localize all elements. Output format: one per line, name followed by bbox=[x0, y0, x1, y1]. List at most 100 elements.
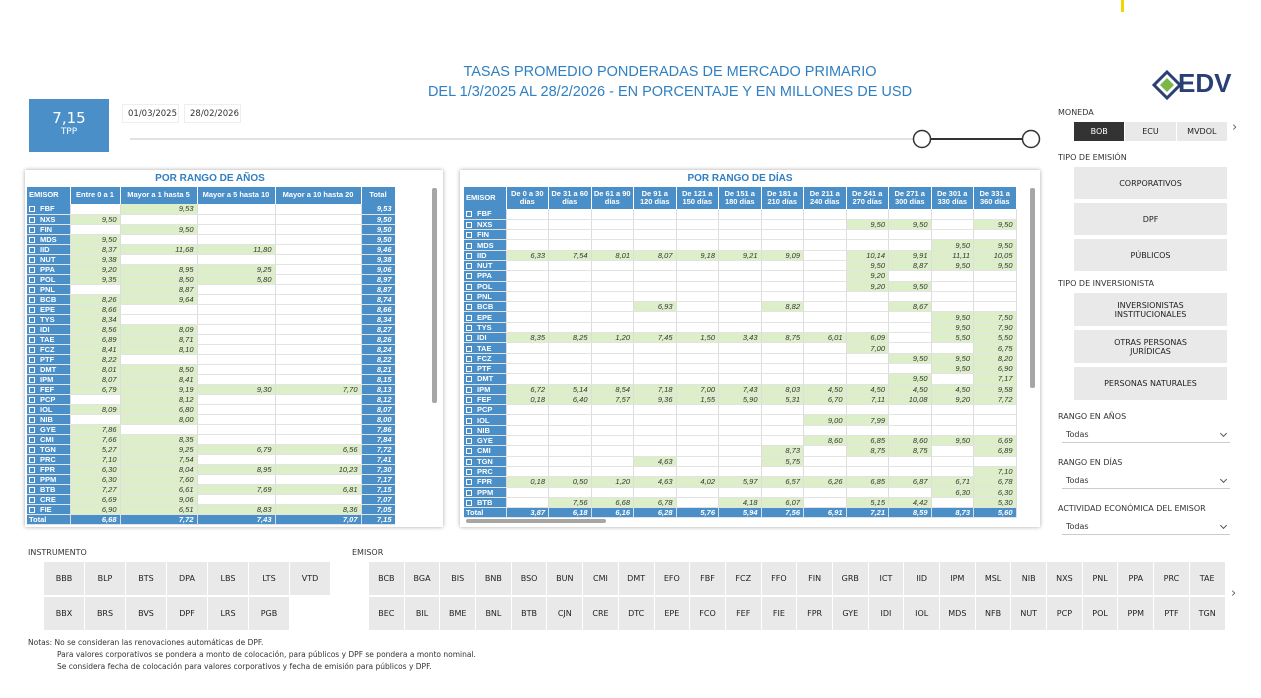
expand-icon[interactable] bbox=[29, 466, 35, 473]
emisor-cell[interactable]: NXS bbox=[27, 214, 71, 225]
emisor-cell[interactable]: PPM bbox=[464, 487, 507, 498]
slicer-button[interactable]: DTC bbox=[618, 597, 654, 630]
expand-icon[interactable] bbox=[29, 306, 35, 313]
slicer-button[interactable]: PCP bbox=[1047, 597, 1082, 630]
emisor-cell[interactable]: POL bbox=[464, 281, 507, 292]
slicer-button[interactable]: BCB bbox=[369, 562, 404, 595]
emisor-cell[interactable]: BTB bbox=[464, 497, 507, 509]
emisor-cell[interactable]: NUT bbox=[464, 260, 507, 272]
slicer-button[interactable]: BSO bbox=[511, 562, 547, 595]
expand-icon[interactable] bbox=[466, 252, 472, 259]
slicer-button[interactable]: CRE bbox=[583, 597, 618, 630]
expand-icon[interactable] bbox=[29, 456, 35, 463]
scrollbar[interactable] bbox=[466, 519, 606, 523]
expand-icon[interactable] bbox=[466, 355, 472, 362]
slicer-button[interactable]: FCO bbox=[690, 597, 725, 630]
slicer-button[interactable]: VTD bbox=[290, 562, 330, 595]
slicer-button[interactable]: TAE bbox=[1189, 562, 1225, 595]
slicer-button[interactable]: BGA bbox=[404, 562, 440, 595]
option-button[interactable]: DPF bbox=[1074, 203, 1227, 235]
slicer-button[interactable]: NFB bbox=[975, 597, 1011, 630]
slicer-button[interactable]: EFO bbox=[654, 562, 690, 595]
expand-icon[interactable] bbox=[466, 335, 472, 342]
emisor-cell[interactable]: TYS bbox=[464, 322, 507, 334]
expand-icon[interactable] bbox=[29, 366, 35, 373]
slicer-button[interactable]: FPR bbox=[797, 597, 832, 630]
expand-icon[interactable] bbox=[29, 346, 35, 353]
emisor-cell[interactable]: GYE bbox=[27, 424, 71, 435]
dropdown[interactable]: Todas bbox=[1062, 519, 1230, 535]
slicer-button[interactable]: IPM bbox=[940, 562, 975, 595]
expand-icon[interactable] bbox=[29, 276, 35, 283]
slicer-button[interactable]: DPA bbox=[167, 562, 207, 595]
emisor-cell[interactable]: PPM bbox=[27, 474, 71, 485]
slicer-button[interactable]: NUT bbox=[1011, 597, 1047, 630]
slicer-button[interactable]: BME bbox=[440, 597, 476, 630]
emisor-cell[interactable]: PPA bbox=[27, 264, 71, 275]
emisor-cell[interactable]: FIN bbox=[464, 229, 507, 241]
emisor-cell[interactable]: NXS bbox=[464, 219, 507, 231]
emisor-cell[interactable]: FEF bbox=[464, 394, 507, 406]
currency-button[interactable]: MVDOL bbox=[1176, 122, 1227, 141]
expand-icon[interactable] bbox=[466, 273, 472, 280]
slicer-button[interactable]: PTF bbox=[1154, 597, 1189, 630]
expand-icon[interactable] bbox=[466, 324, 472, 331]
expand-icon[interactable] bbox=[29, 326, 35, 333]
emisor-cell[interactable]: TAE bbox=[464, 342, 507, 354]
slicer-button[interactable]: GYE bbox=[832, 597, 868, 630]
emisor-cell[interactable]: NUT bbox=[27, 254, 71, 265]
slicer-button[interactable]: IOL bbox=[904, 597, 939, 630]
emisor-cell[interactable]: NIB bbox=[27, 414, 71, 425]
slicer-button[interactable]: CJN bbox=[547, 597, 583, 630]
slicer-button[interactable]: TGN bbox=[1189, 597, 1225, 630]
date-start[interactable]: 01/03/2025 bbox=[122, 104, 179, 123]
expand-icon[interactable] bbox=[29, 426, 35, 433]
option-button[interactable]: CORPORATIVOS bbox=[1074, 167, 1227, 199]
expand-icon[interactable] bbox=[29, 386, 35, 393]
slicer-button[interactable]: BNB bbox=[476, 562, 511, 595]
slicer-button[interactable]: LTS bbox=[249, 562, 289, 595]
emisor-cell[interactable]: PNL bbox=[27, 284, 71, 295]
slicer-button[interactable]: BTS bbox=[126, 562, 166, 595]
slicer-button[interactable]: LRS bbox=[208, 597, 248, 630]
slicer-button[interactable]: PPM bbox=[1118, 597, 1154, 630]
expand-icon[interactable] bbox=[29, 336, 35, 343]
emisor-cell[interactable]: PNL bbox=[464, 291, 507, 303]
expand-icon[interactable] bbox=[466, 417, 472, 424]
emisor-cell[interactable]: PTF bbox=[27, 354, 71, 365]
slicer-button[interactable]: DPF bbox=[167, 597, 207, 630]
emisor-cell[interactable]: PTF bbox=[464, 363, 507, 375]
emisor-cell[interactable]: CRE bbox=[27, 494, 71, 505]
dropdown[interactable]: Todas bbox=[1062, 427, 1230, 443]
emisor-cell[interactable]: FCZ bbox=[27, 344, 71, 355]
slicer-button[interactable]: PNL bbox=[1082, 562, 1118, 595]
expand-icon[interactable] bbox=[466, 407, 472, 414]
expand-icon[interactable] bbox=[466, 479, 472, 486]
expand-icon[interactable] bbox=[466, 448, 472, 455]
emisor-cell[interactable]: TGN bbox=[27, 444, 71, 455]
expand-icon[interactable] bbox=[29, 256, 35, 263]
emisor-cell[interactable]: TGN bbox=[464, 456, 507, 467]
emisor-cell[interactable]: CMI bbox=[27, 434, 71, 445]
emisor-cell[interactable]: IOL bbox=[464, 414, 507, 426]
expand-icon[interactable] bbox=[29, 316, 35, 323]
expand-icon[interactable] bbox=[29, 486, 35, 493]
emisor-cell[interactable]: EPE bbox=[464, 311, 507, 323]
slicer-button[interactable]: IDI bbox=[868, 597, 904, 630]
expand-icon[interactable] bbox=[466, 499, 472, 506]
expand-icon[interactable] bbox=[29, 416, 35, 423]
slicer-button[interactable]: PPA bbox=[1118, 562, 1154, 595]
emisor-cell[interactable]: EPE bbox=[27, 304, 71, 315]
emisor-cell[interactable]: TYS bbox=[27, 314, 71, 325]
expand-icon[interactable] bbox=[466, 304, 472, 311]
expand-icon[interactable] bbox=[466, 469, 472, 476]
expand-icon[interactable] bbox=[466, 294, 472, 301]
emisor-cell[interactable]: FPR bbox=[27, 464, 71, 475]
emisor-cell[interactable]: FIE bbox=[27, 504, 71, 515]
emisor-cell[interactable]: PCP bbox=[27, 394, 71, 405]
slicer-button[interactable]: MSL bbox=[975, 562, 1011, 595]
option-button[interactable]: OTRAS PERSONAS JURÍDICAS bbox=[1074, 330, 1227, 363]
expand-icon[interactable] bbox=[29, 266, 35, 273]
expand-icon[interactable] bbox=[29, 206, 35, 213]
slicer-button[interactable]: BEC bbox=[369, 597, 404, 630]
